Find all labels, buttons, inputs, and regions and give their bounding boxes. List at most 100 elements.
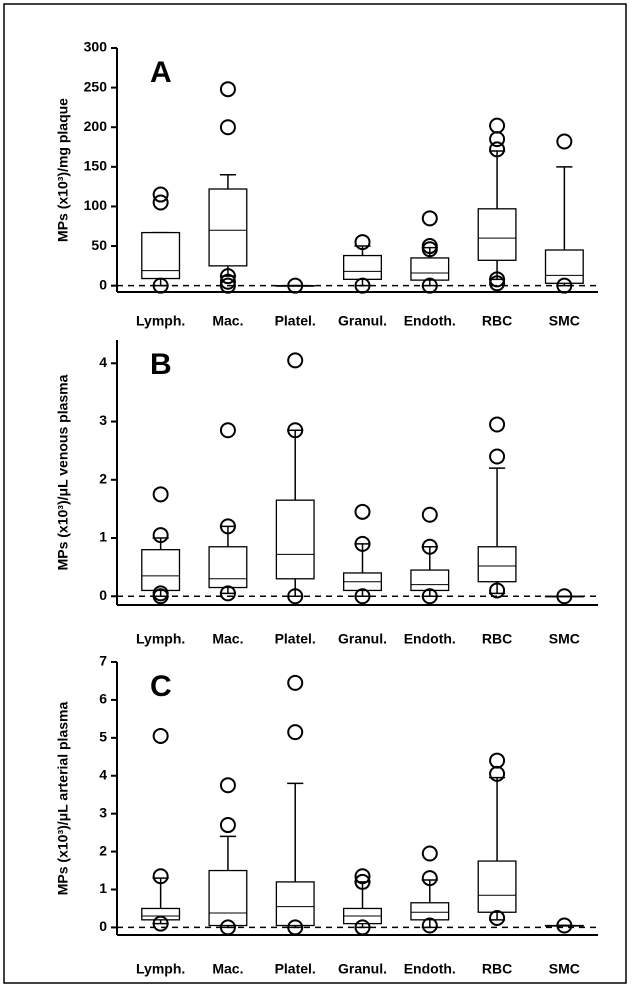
outlier (489, 271, 506, 288)
y-tick-label: 3 (99, 804, 107, 820)
outlier (421, 870, 438, 887)
box (275, 499, 315, 580)
x-tick-label: RBC (482, 631, 512, 647)
outlier (152, 486, 169, 503)
outlier (421, 588, 438, 605)
box (410, 257, 450, 281)
outlier (152, 527, 169, 544)
outlier (489, 416, 506, 433)
x-tick-label: Endoth. (404, 631, 456, 647)
outlier (287, 277, 304, 294)
y-axis-label: MPs (x10³)/mg plaque (55, 98, 71, 242)
y-tick-label: 300 (84, 39, 108, 55)
outlier (354, 868, 371, 885)
outlier (354, 503, 371, 520)
box (477, 546, 517, 583)
x-tick-label: Mac. (212, 631, 243, 647)
outlier (421, 917, 438, 934)
y-tick-label: 7 (99, 653, 107, 669)
outlier (152, 588, 169, 605)
y-tick-label: 250 (84, 78, 108, 94)
outlier (421, 241, 438, 258)
outlier (489, 909, 506, 926)
outlier (152, 727, 169, 744)
outlier (489, 275, 506, 292)
y-tick-label: 2 (99, 842, 107, 858)
y-tick-label: 4 (99, 354, 107, 370)
outlier (152, 915, 169, 932)
outlier (489, 141, 506, 158)
box (477, 208, 517, 261)
frame (3, 3, 627, 984)
box (477, 860, 517, 913)
box (410, 902, 450, 921)
outlier (219, 422, 236, 439)
box (141, 907, 181, 921)
x-tick-label: Endoth. (404, 313, 456, 329)
outlier (556, 277, 573, 294)
x-tick-label: RBC (482, 961, 512, 977)
y-tick-label: 1 (99, 529, 107, 545)
outlier (219, 119, 236, 136)
y-tick-label: 200 (84, 118, 108, 134)
y-tick-label: 6 (99, 691, 107, 707)
outlier (489, 117, 506, 134)
outlier (219, 919, 236, 936)
box (141, 549, 181, 592)
box (410, 569, 450, 592)
outlier (287, 422, 304, 439)
outlier (219, 585, 236, 602)
x-tick-label: RBC (482, 313, 512, 329)
outlier (421, 506, 438, 523)
y-tick-label: 2 (99, 470, 107, 486)
outlier (152, 194, 169, 211)
x-tick-label: Mac. (212, 313, 243, 329)
panel-label: A (150, 56, 172, 89)
y-tick-label: 5 (99, 729, 107, 745)
outlier (219, 268, 236, 285)
outlier (421, 845, 438, 862)
outlier (354, 588, 371, 605)
outlier (354, 277, 371, 294)
outlier (489, 765, 506, 782)
y-tick-label: 4 (99, 766, 107, 782)
box (208, 188, 248, 267)
y-tick-label: 3 (99, 412, 107, 428)
outlier (219, 273, 236, 290)
y-tick-label: 0 (99, 587, 107, 603)
outlier (152, 186, 169, 203)
x-tick-label: Platel. (275, 961, 316, 977)
y-tick-label: 50 (91, 237, 107, 253)
y-tick-label: 100 (84, 197, 108, 213)
outlier (287, 919, 304, 936)
box (208, 546, 248, 589)
outlier (421, 538, 438, 555)
y-axis-label: MPs (x10³)/μL arterial plasma (55, 702, 71, 896)
box (208, 869, 248, 927)
outlier (354, 873, 371, 890)
outlier (287, 352, 304, 369)
y-tick-label: 150 (84, 158, 108, 174)
x-tick-label: Granul. (338, 631, 387, 647)
outlier (219, 817, 236, 834)
x-tick-label: SMC (549, 961, 580, 977)
x-tick-label: SMC (549, 313, 580, 329)
outlier (421, 210, 438, 227)
x-tick-label: SMC (549, 631, 580, 647)
outlier (556, 133, 573, 150)
y-axis-label: MPs (x10³)/μL venous plasma (55, 374, 71, 570)
outlier (556, 588, 573, 605)
x-tick-label: Endoth. (404, 961, 456, 977)
x-tick-label: Lymph. (136, 631, 185, 647)
outlier (287, 674, 304, 691)
x-tick-label: Platel. (275, 313, 316, 329)
outlier (219, 81, 236, 98)
panel-label: B (150, 348, 172, 381)
x-tick-label: Granul. (338, 961, 387, 977)
y-tick-label: 1 (99, 880, 107, 896)
box (141, 231, 181, 280)
outlier (421, 277, 438, 294)
outlier (219, 777, 236, 794)
outlier (489, 752, 506, 769)
